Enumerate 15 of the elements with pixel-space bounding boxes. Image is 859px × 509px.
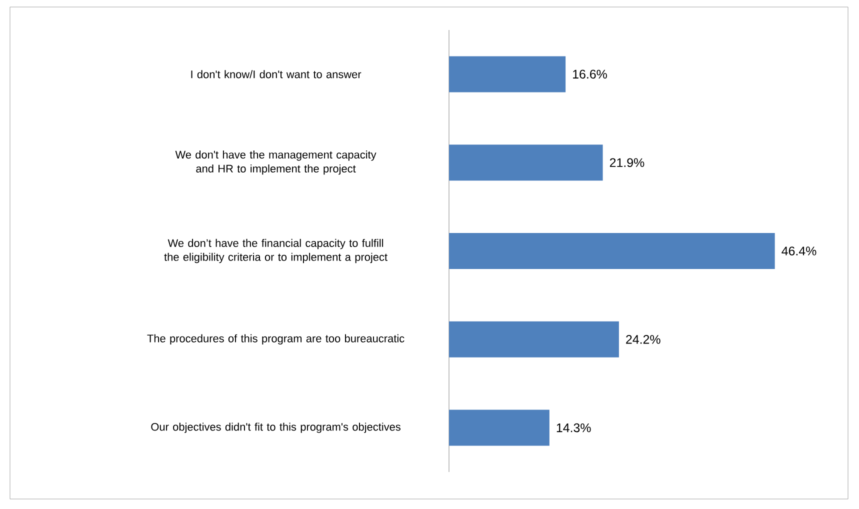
y-tick-label: The procedures of this program are too bureaucratic xyxy=(147,334,404,345)
bar xyxy=(449,321,619,358)
bar xyxy=(449,233,775,270)
y-tick-label: We don't have the management capacity and HR to implement the project xyxy=(175,150,376,175)
bar xyxy=(449,410,550,446)
data-label: 21.9% xyxy=(610,158,644,168)
data-label: 46.4% xyxy=(782,246,816,256)
data-label: 14.3% xyxy=(556,423,591,432)
y-tick-label: I don't know/I don't want to answer xyxy=(191,70,362,78)
bar xyxy=(449,56,566,92)
data-label: 16.6% xyxy=(573,70,607,79)
data-label: 24.2% xyxy=(626,335,660,344)
y-tick-label: We don’t have the financial capacity to fulfill the eligibility criteria or to implement a project xyxy=(164,238,388,264)
y-tick-label: Our objectives didn't fit to this program's objectives xyxy=(151,422,400,433)
bar xyxy=(449,144,603,181)
